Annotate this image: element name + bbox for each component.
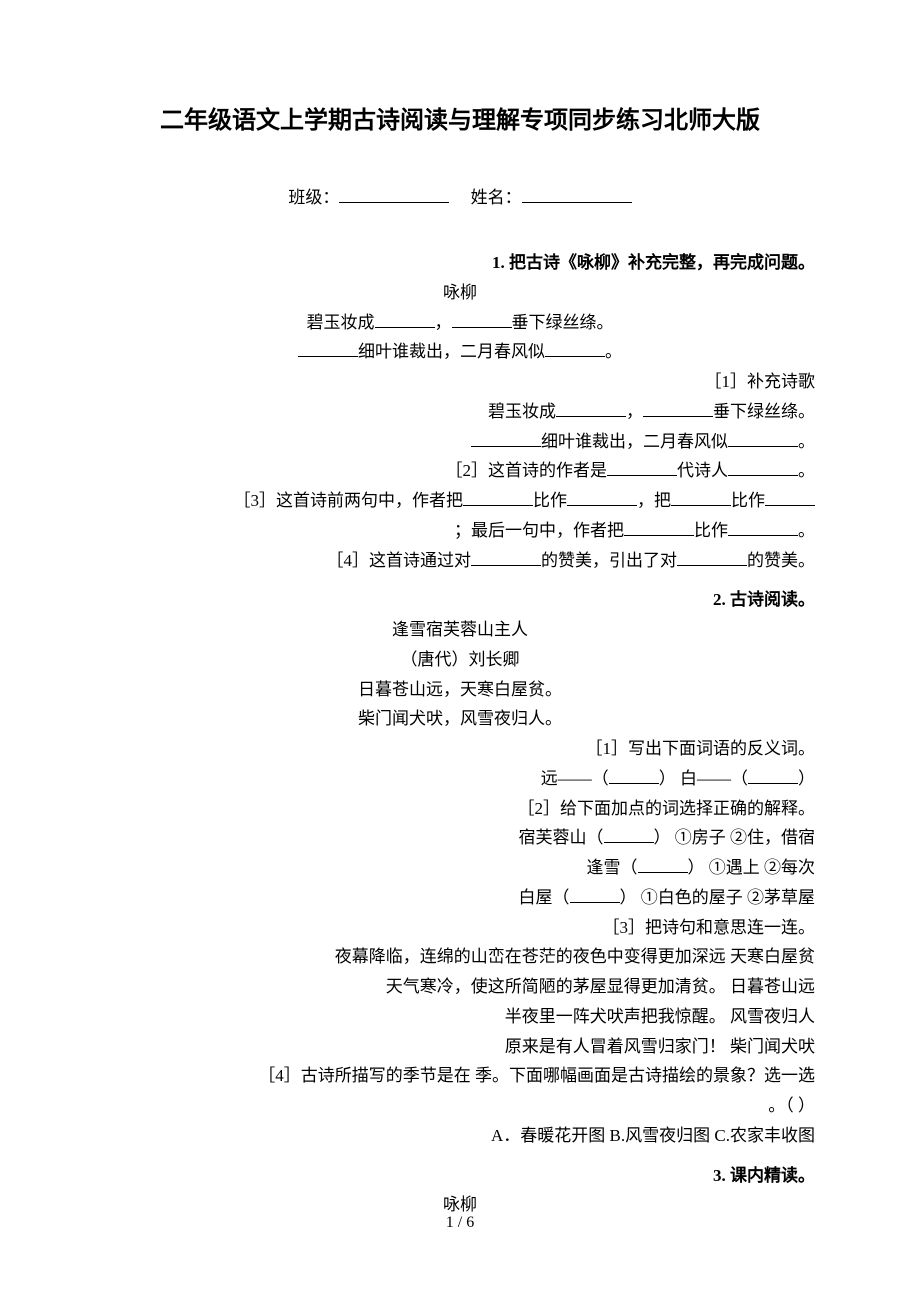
- q1-poem-line1: 碧玉妆成 ， 垂下绿丝绦。: [105, 308, 815, 338]
- text: 。: [798, 521, 815, 540]
- text: ） 白——（: [659, 769, 748, 788]
- name-label: 姓名：: [471, 188, 522, 207]
- q2-sub3: ［3］把诗句和意思连一连。: [105, 913, 815, 943]
- fill-blank[interactable]: [638, 855, 688, 873]
- text: ） ①遇上 ②每次: [688, 858, 816, 877]
- text: 宿芙蓉山（: [519, 828, 604, 847]
- q2-sub1: ［1］写出下面词语的反义词。: [105, 734, 815, 764]
- fill-blank[interactable]: [570, 885, 620, 903]
- text: ） ①白色的屋子 ②茅草屋: [620, 888, 816, 907]
- text: 。: [605, 342, 622, 361]
- q2-author: （唐代）刘长卿: [105, 645, 815, 675]
- fill-blank[interactable]: [471, 429, 541, 447]
- name-blank[interactable]: [522, 185, 632, 203]
- fill-blank[interactable]: [677, 548, 747, 566]
- text: 代诗人: [677, 461, 728, 480]
- q1-sub4: ［4］这首诗通过对 的赞美，引出了对 的赞美。: [105, 546, 815, 576]
- text: ，: [626, 402, 643, 421]
- text: 细叶谁裁出，二月春风似: [541, 432, 728, 451]
- fill-blank[interactable]: [765, 488, 815, 506]
- text: 比作: [694, 521, 728, 540]
- fill-blank[interactable]: [567, 488, 637, 506]
- q2-sub2: ［2］给下面加点的词选择正确的解释。: [105, 794, 815, 824]
- q2-sub4-l1: ［4］古诗所描写的季节是在 季。下面哪幅画面是古诗描绘的景象？选一选: [105, 1061, 815, 1091]
- q1-sub1-line1: 碧玉妆成 ， 垂下绿丝绦。: [105, 397, 815, 427]
- q2-poem-title: 逢雪宿芙蓉山主人: [105, 615, 815, 645]
- q1-poem-title: 咏柳: [105, 278, 815, 308]
- fill-blank[interactable]: [607, 458, 677, 476]
- fill-blank[interactable]: [728, 458, 798, 476]
- text: ，: [435, 313, 452, 332]
- fill-blank[interactable]: [728, 518, 798, 536]
- q3-heading: 3. 课内精读。: [105, 1161, 815, 1191]
- fill-blank[interactable]: [556, 399, 626, 417]
- text: ［2］这首诗的作者是: [446, 461, 608, 480]
- text: ） ①房子 ②住，借宿: [654, 828, 816, 847]
- q2-match1: 夜幕降临，连绵的山峦在苍茫的夜色中变得更加深远 天寒白屋贫: [105, 942, 815, 972]
- q2-poem-l2: 柴门闻犬吠，风雪夜归人。: [105, 704, 815, 734]
- q2-match2: 天气寒冷，使这所简陋的茅屋显得更加清贫。 日暮苍山远: [105, 972, 815, 1002]
- q2-heading: 2. 古诗阅读。: [105, 585, 815, 615]
- text: ；最后一句中，作者把: [454, 521, 624, 540]
- text: ［4］这首诗通过对: [327, 551, 472, 570]
- fill-blank[interactable]: [671, 488, 731, 506]
- text: 垂下绿丝绦。: [512, 313, 614, 332]
- fill-blank[interactable]: [471, 548, 541, 566]
- fill-blank[interactable]: [452, 310, 512, 328]
- text: 。: [798, 461, 815, 480]
- q1-sub2: ［2］这首诗的作者是 代诗人 。: [105, 456, 815, 486]
- document-title: 二年级语文上学期古诗阅读与理解专项同步练习北师大版: [105, 100, 815, 135]
- fill-blank[interactable]: [298, 339, 358, 357]
- text: 远——（: [541, 769, 609, 788]
- text: ）: [798, 769, 815, 788]
- q1-sub3-line2: ；最后一句中，作者把 比作 。: [105, 516, 815, 546]
- q2-antonyms: 远——（ ） 白——（ ）: [105, 764, 815, 794]
- text: 细叶谁裁出，二月春风似: [358, 342, 545, 361]
- q1-sub1-line2: 细叶谁裁出，二月春风似 。: [105, 427, 815, 457]
- text: 逢雪（: [587, 858, 638, 877]
- q2-opt1: 宿芙蓉山（ ） ①房子 ②住，借宿: [105, 823, 815, 853]
- text: 的赞美，引出了对: [541, 551, 677, 570]
- text: ［3］这首诗前两句中，作者把: [234, 491, 464, 510]
- text: 碧玉妆成: [488, 402, 556, 421]
- fill-blank[interactable]: [609, 766, 659, 784]
- q2-opt2: 逢雪（ ） ①遇上 ②每次: [105, 853, 815, 883]
- q1-heading: 1. 把古诗《咏柳》补充完整，再完成问题。: [105, 248, 815, 278]
- fill-blank[interactable]: [748, 766, 798, 784]
- fill-blank[interactable]: [643, 399, 713, 417]
- text: 的赞美。: [747, 551, 815, 570]
- q1-sub1: ［1］补充诗歌: [105, 367, 815, 397]
- fill-blank[interactable]: [728, 429, 798, 447]
- text: 比作: [731, 491, 765, 510]
- fill-blank[interactable]: [545, 339, 605, 357]
- q1-sub3-line1: ［3］这首诗前两句中，作者把 比作 ，把 比作: [105, 486, 815, 516]
- q2-poem-l1: 日暮苍山远，天寒白屋贫。: [105, 675, 815, 705]
- text: 碧玉妆成: [307, 313, 375, 332]
- q2-choices: A．春暖花开图 B.风雪夜归图 C.农家丰收图: [105, 1121, 815, 1151]
- q2-match3: 半夜里一阵犬吠声把我惊醒。 风雪夜归人: [105, 1002, 815, 1032]
- class-label: 班级：: [288, 188, 339, 207]
- page-number: 1 / 6: [0, 1214, 920, 1232]
- q2-match4: 原来是有人冒着风雪归家门！ 柴门闻犬吠: [105, 1032, 815, 1062]
- q1-poem-line2: 细叶谁裁出，二月春风似 。: [105, 337, 815, 367]
- fill-blank[interactable]: [375, 310, 435, 328]
- fill-blank[interactable]: [604, 825, 654, 843]
- text: 垂下绿丝绦。: [713, 402, 815, 421]
- fill-blank[interactable]: [624, 518, 694, 536]
- q2-sub4-l2: 。（ ）: [105, 1091, 815, 1121]
- class-blank[interactable]: [339, 185, 449, 203]
- q2-opt3: 白屋（ ） ①白色的屋子 ②茅草屋: [105, 883, 815, 913]
- text: 。: [798, 432, 815, 451]
- fill-blank[interactable]: [463, 488, 533, 506]
- text: ，把: [637, 491, 671, 510]
- text: 白屋（: [519, 888, 570, 907]
- text: 比作: [533, 491, 567, 510]
- student-info-line: 班级： 姓名：: [105, 183, 815, 208]
